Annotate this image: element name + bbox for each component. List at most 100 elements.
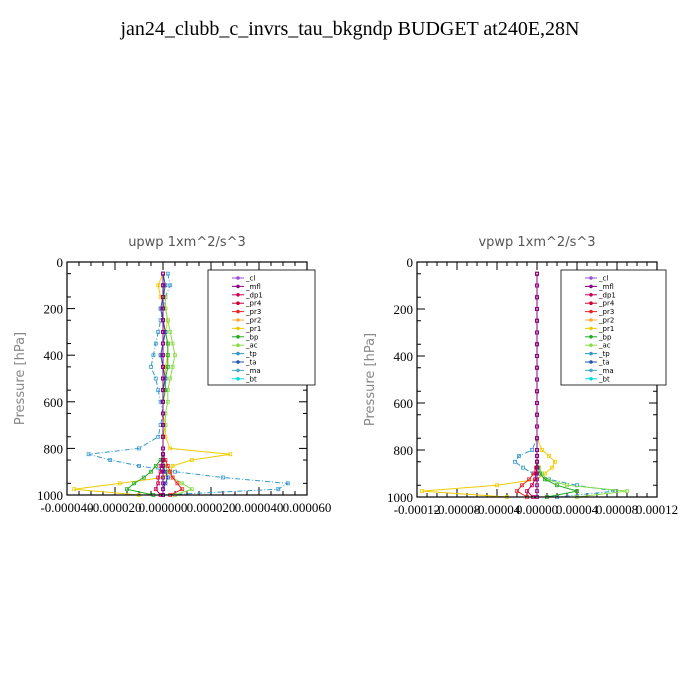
- legend-marker: [236, 293, 240, 297]
- data-point: [163, 469, 168, 474]
- data-point: [535, 295, 539, 300]
- data-point: [161, 475, 165, 480]
- data-point: [141, 475, 146, 480]
- data-point: [137, 446, 141, 451]
- data-point: [535, 489, 539, 494]
- y-tick-label: 600: [394, 396, 414, 411]
- legend-item-bp: _bp: [232, 333, 259, 341]
- data-point: [137, 463, 141, 468]
- data-point: [156, 434, 161, 439]
- data-point: [161, 318, 165, 323]
- legend-item-pr2: _pr2: [232, 317, 261, 325]
- legend-marker: [589, 326, 593, 331]
- legend-label: _dp1: [598, 291, 616, 299]
- data-point: [535, 330, 539, 335]
- legend-label: _bp: [245, 333, 259, 341]
- legend-label: _bt: [245, 375, 257, 383]
- data-point: [72, 487, 77, 492]
- x-tick-label: 0.00008: [596, 502, 638, 517]
- legend-label: _tp: [598, 350, 610, 358]
- data-point: [165, 318, 170, 323]
- legend-marker: [589, 276, 593, 280]
- data-point: [550, 465, 554, 470]
- data-point: [521, 465, 525, 470]
- data-point: [625, 489, 629, 494]
- data-point: [161, 353, 165, 358]
- data-point: [149, 364, 153, 369]
- data-point: [168, 469, 173, 474]
- legend-item-ta: _ta: [585, 359, 610, 367]
- data-point: [163, 463, 168, 468]
- data-point: [163, 376, 168, 381]
- y-tick-label: 400: [44, 348, 64, 363]
- data-point: [153, 463, 158, 468]
- data-point: [535, 354, 539, 358]
- data-point: [165, 475, 170, 480]
- legend-item-bt: _bt: [585, 375, 610, 383]
- data-point: [513, 459, 517, 464]
- data-point: [535, 471, 539, 476]
- legend-marker: [236, 318, 240, 322]
- legend-label: _ta: [245, 359, 257, 367]
- data-point: [108, 458, 113, 462]
- x-tick-label: 0.000020: [187, 500, 236, 515]
- data-point: [163, 411, 168, 416]
- y-tick-label: 0: [57, 255, 64, 270]
- legend-marker: [589, 335, 593, 339]
- x-tick-label: 0.000060: [283, 500, 332, 515]
- data-point: [535, 318, 539, 323]
- y-tick-label: 800: [394, 443, 414, 458]
- legend-label: _mfl: [245, 283, 261, 291]
- y-tick-label: 200: [394, 302, 414, 317]
- legend-marker: [236, 343, 240, 348]
- legend-label: _tp: [245, 350, 257, 358]
- y-tick-label: 1000: [387, 490, 413, 505]
- data-point: [535, 459, 539, 464]
- x-tick-label: -0.00012: [394, 502, 441, 517]
- data-point: [161, 271, 165, 276]
- data-point: [535, 483, 539, 488]
- data-point: [158, 353, 163, 358]
- legend-marker: [236, 309, 240, 314]
- data-point: [515, 489, 519, 494]
- data-point: [173, 353, 177, 358]
- x-tick-label: 0.00000: [516, 502, 558, 517]
- data-point: [163, 306, 168, 311]
- y-tick-label: 0: [407, 255, 414, 270]
- data-point: [158, 399, 163, 404]
- data-point: [158, 463, 163, 468]
- legend-marker: [589, 377, 593, 381]
- data-point: [161, 388, 165, 393]
- data-point: [535, 307, 539, 311]
- data-point: [189, 458, 194, 462]
- data-point: [161, 481, 165, 486]
- data-point: [535, 342, 539, 347]
- data-point: [163, 481, 168, 486]
- legend-label: _pr4: [598, 300, 615, 308]
- data-point: [495, 483, 499, 488]
- legend-label: _pr1: [598, 325, 614, 333]
- legend-marker: [236, 301, 240, 306]
- x-tick-label: 0.000000: [139, 500, 188, 515]
- legend-label: _pr4: [245, 300, 262, 308]
- legend-marker: [236, 360, 240, 364]
- legend-marker: [589, 309, 593, 314]
- legend: _cl_mfl_dp1_pr4_pr3_pr2_pr1_bp_ac_tp_ta_…: [207, 269, 316, 386]
- legend-label: _pr2: [598, 317, 614, 325]
- data-point: [530, 483, 534, 488]
- data-point: [163, 329, 168, 334]
- data-point: [520, 483, 524, 488]
- data-point: [170, 463, 175, 468]
- data-point: [161, 434, 165, 439]
- x-tick-label: -0.00004: [474, 502, 521, 517]
- data-point: [163, 364, 168, 369]
- data-point: [165, 364, 170, 369]
- data-point: [180, 481, 185, 486]
- data-point: [161, 306, 165, 311]
- legend-marker: [589, 368, 593, 373]
- data-point: [163, 388, 168, 393]
- data-point: [165, 388, 170, 393]
- legend-label: _pr3: [598, 308, 614, 316]
- data-point: [168, 376, 173, 381]
- data-point: [161, 376, 165, 381]
